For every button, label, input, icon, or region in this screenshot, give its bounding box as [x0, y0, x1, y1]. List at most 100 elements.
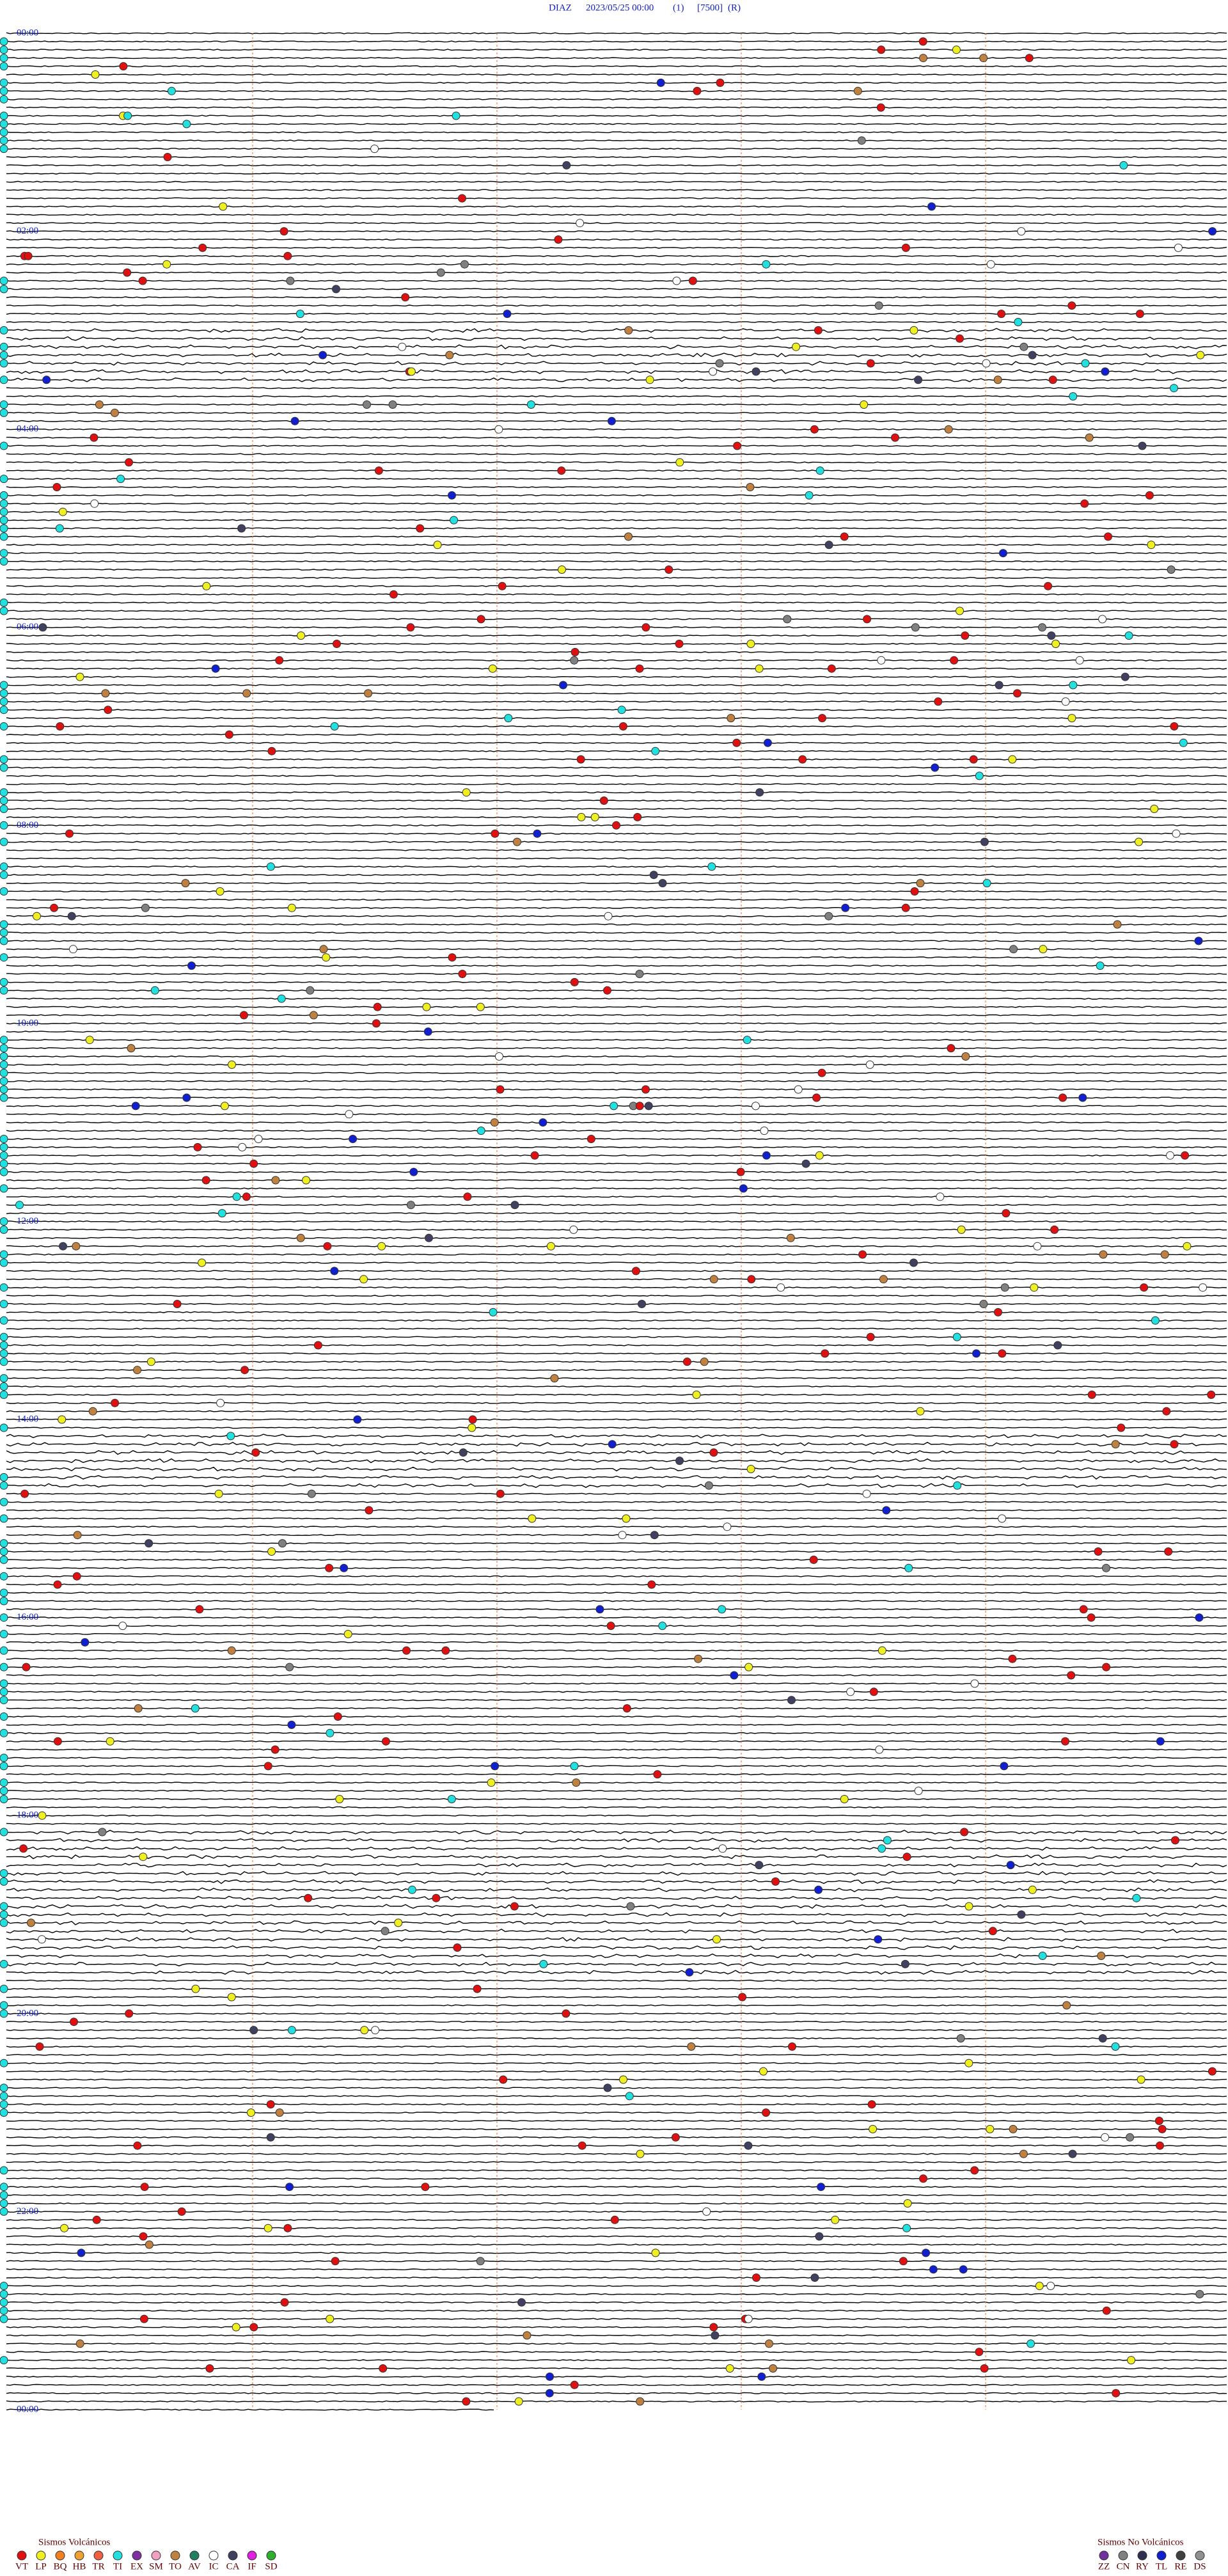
trace: [6, 783, 1227, 786]
trace: [6, 1434, 1227, 1439]
trace: [6, 1096, 1227, 1099]
trace: [6, 956, 1227, 959]
event-marker: [704, 1481, 713, 1490]
event-marker: [649, 871, 658, 880]
event-marker: [539, 1959, 548, 1968]
event-marker: [901, 1959, 909, 1968]
event-marker: [631, 1267, 640, 1276]
event-marker: [0, 2092, 8, 2101]
event-marker: [459, 1448, 468, 1457]
event-marker: [879, 1275, 888, 1284]
event-marker: [125, 2009, 134, 2018]
event-marker: [0, 136, 8, 145]
event-marker: [1075, 656, 1084, 665]
event-marker: [821, 1349, 830, 1358]
trace: [6, 1757, 1227, 1759]
event-marker: [546, 2372, 554, 2381]
event-marker: [331, 2257, 340, 2266]
event-marker: [0, 408, 8, 417]
event-marker: [0, 1778, 8, 1787]
event-marker: [0, 2001, 8, 2010]
event-marker: [1028, 351, 1037, 360]
event-marker: [904, 1563, 913, 1572]
trace: [6, 2210, 1227, 2213]
event-marker: [1039, 945, 1048, 954]
event-marker: [326, 1728, 335, 1737]
event-marker: [0, 821, 8, 830]
trace: [6, 997, 1227, 1000]
trace: [6, 1641, 1227, 1643]
event-marker: [55, 524, 64, 533]
legend-label: HB: [73, 2561, 86, 2572]
trace: [6, 2383, 1227, 2386]
event-marker: [0, 1572, 8, 1581]
event-marker: [1156, 2141, 1164, 2150]
event-marker: [302, 1176, 311, 1185]
trace: [6, 1327, 1227, 1330]
event-marker: [1111, 2042, 1120, 2051]
trace: [6, 428, 1227, 431]
event-marker: [0, 986, 8, 995]
trace: [6, 57, 1227, 59]
event-marker: [1147, 541, 1156, 549]
event-marker: [70, 2018, 78, 2027]
event-marker: [590, 812, 599, 821]
trace: [6, 502, 1227, 505]
trace: [6, 1270, 1227, 1272]
trace: [6, 725, 1227, 728]
trace: [6, 593, 1227, 596]
legend-label: IC: [209, 2561, 219, 2572]
event-marker: [1208, 2067, 1216, 2076]
trace: [6, 2119, 1227, 2122]
event-marker: [307, 1489, 316, 1498]
event-marker: [473, 1984, 482, 1993]
event-marker: [1179, 738, 1188, 747]
event-marker: [0, 1696, 8, 1705]
legend-swatch: [1099, 2550, 1109, 2561]
event-marker: [875, 1745, 884, 1754]
event-marker: [733, 441, 742, 450]
trace: [6, 1773, 1227, 1776]
event-marker: [769, 2364, 778, 2373]
event-marker: [0, 689, 8, 698]
event-marker: [266, 2133, 275, 2142]
event-marker: [903, 2199, 912, 2208]
event-marker: [306, 986, 315, 995]
event-marker: [1061, 1737, 1069, 1746]
event-marker: [1172, 829, 1181, 838]
trace: [6, 2012, 1227, 2015]
event-marker: [242, 1192, 251, 1201]
event-marker: [916, 879, 925, 888]
event-marker: [1174, 243, 1183, 252]
event-marker: [0, 1547, 8, 1556]
event-marker: [1162, 1407, 1171, 1416]
trace: [6, 1707, 1227, 1710]
event-marker: [0, 86, 8, 95]
legend-label: CA: [226, 2561, 240, 2572]
event-marker: [450, 516, 459, 525]
event-marker: [401, 293, 410, 302]
legend-swatch: [132, 2550, 142, 2561]
hour-label: 18:00: [17, 1810, 38, 1821]
trace: [6, 1953, 1227, 1959]
trace: [6, 1822, 1227, 1825]
event-marker: [0, 557, 8, 566]
trace: [6, 106, 1227, 109]
event-marker: [377, 1242, 386, 1251]
event-marker: [645, 375, 654, 384]
event-marker: [1038, 1952, 1047, 1960]
event-marker: [675, 1457, 684, 1466]
event-marker: [671, 2133, 680, 2142]
trace: [6, 1130, 1227, 1132]
event-marker: [0, 1217, 8, 1226]
trace: [6, 2095, 1227, 2098]
event-marker: [0, 441, 8, 450]
event-marker: [145, 2240, 154, 2249]
event-marker: [0, 1341, 8, 1350]
event-marker: [460, 260, 469, 269]
event-marker: [333, 1712, 342, 1721]
event-marker: [624, 532, 633, 541]
event-marker: [22, 1663, 31, 1671]
event-marker: [335, 1795, 344, 1803]
event-marker: [901, 903, 910, 912]
